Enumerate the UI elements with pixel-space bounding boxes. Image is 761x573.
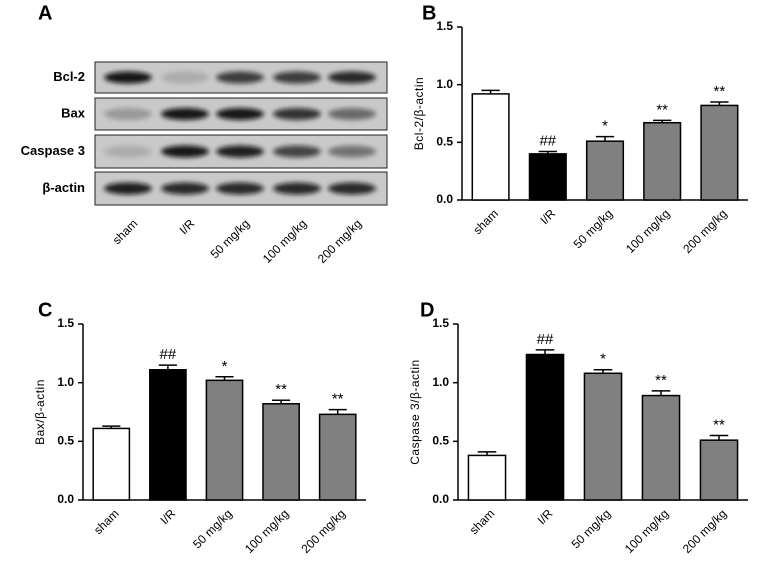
x-tick-label: I/R (535, 506, 556, 527)
bar (643, 121, 682, 201)
y-tick-label: 1.5 (432, 316, 449, 330)
blot-band (216, 108, 264, 120)
blot-band (216, 71, 264, 84)
blot-lane-label: sham (110, 216, 141, 247)
blot-row-label: Caspase 3 (21, 143, 85, 158)
y-tick-label: 1.0 (57, 375, 74, 389)
blot-band (161, 145, 209, 158)
panel-label: D (420, 299, 434, 321)
y-tick-label: 0.5 (436, 135, 453, 149)
y-tick-label: 1.5 (436, 19, 453, 33)
significance-mark: ## (160, 346, 177, 363)
x-tick-label: I/R (158, 506, 179, 527)
blot-band (328, 182, 376, 195)
x-tick-label: 100 mg/kg (242, 506, 292, 556)
x-tick-label: 50 mg/kg (571, 206, 616, 251)
bar (641, 394, 681, 501)
blot-band (104, 145, 152, 158)
significance-mark: ** (655, 372, 667, 389)
panel-label: A (38, 2, 52, 24)
blot-band (161, 182, 209, 195)
bar (318, 413, 357, 501)
blot-band (328, 145, 376, 158)
bar (205, 379, 244, 501)
bar (700, 104, 739, 201)
bar (528, 153, 567, 201)
panel-label: C (38, 299, 52, 321)
x-tick-label: 200 mg/kg (680, 506, 730, 556)
bar (525, 353, 565, 501)
y-tick-label: 1.5 (57, 316, 74, 330)
y-tick-label: 0.5 (432, 434, 449, 448)
y-tick-label: 0.0 (436, 192, 453, 206)
y-tick-label: 1.0 (436, 77, 453, 91)
significance-mark: * (222, 358, 228, 375)
y-tick-label: 0.0 (432, 492, 449, 506)
blot-band (216, 145, 264, 158)
blot-band (216, 182, 264, 195)
blot-band (273, 145, 321, 158)
blot-band (328, 71, 376, 84)
y-axis-label: Caspase 3/β-actin (408, 359, 422, 464)
x-tick-label: sham (470, 206, 501, 237)
blot-row-label: Bcl-2 (53, 69, 85, 84)
blot-band (273, 71, 321, 84)
blot-band (328, 108, 376, 120)
blot-row-label: β-actin (42, 180, 85, 195)
blot-lane-label: 200 mg/kg (315, 216, 365, 266)
blot-band (161, 71, 209, 84)
blot-band (273, 108, 321, 120)
bar (471, 93, 510, 201)
significance-mark: ** (275, 381, 287, 398)
bar (583, 372, 623, 501)
blot-band (104, 108, 152, 120)
bar (92, 427, 131, 501)
blot-lane-label: 50 mg/kg (208, 216, 253, 261)
y-tick-label: 0.0 (57, 492, 74, 506)
significance-mark: ** (713, 416, 725, 433)
x-tick-label: sham (467, 506, 498, 537)
x-tick-label: I/R (537, 206, 558, 227)
bar (467, 454, 507, 501)
x-tick-label: 200 mg/kg (299, 506, 349, 556)
significance-mark: ## (539, 133, 556, 150)
x-tick-label: 50 mg/kg (569, 506, 614, 551)
blot-lane-label: I/R (177, 216, 198, 237)
x-tick-label: 200 mg/kg (680, 206, 730, 256)
y-tick-label: 0.5 (57, 434, 74, 448)
bar (585, 140, 625, 201)
x-tick-label: 100 mg/kg (623, 206, 673, 256)
x-tick-label: 100 mg/kg (622, 506, 672, 556)
significance-mark: ** (656, 101, 668, 118)
blot-band (104, 182, 152, 195)
blot-lane-label: 100 mg/kg (260, 216, 310, 266)
blot-band (161, 108, 209, 120)
significance-mark: ## (537, 331, 554, 348)
y-tick-label: 1.0 (432, 375, 449, 389)
significance-mark: ** (332, 391, 344, 408)
y-axis-label: Bcl-2/β-actin (412, 77, 426, 150)
bar (149, 369, 187, 501)
blot-band (273, 182, 321, 195)
bar (699, 439, 739, 501)
x-tick-label: sham (91, 506, 122, 537)
bar (262, 403, 300, 501)
significance-mark: * (600, 351, 606, 368)
significance-mark: * (602, 118, 608, 135)
x-tick-label: 50 mg/kg (190, 506, 235, 551)
panel-label: B (422, 2, 436, 24)
blot-row-label: Bax (61, 105, 86, 120)
blot-band (104, 71, 152, 84)
significance-mark: ** (714, 83, 726, 100)
y-axis-label: Bax/β-actin (33, 379, 47, 445)
